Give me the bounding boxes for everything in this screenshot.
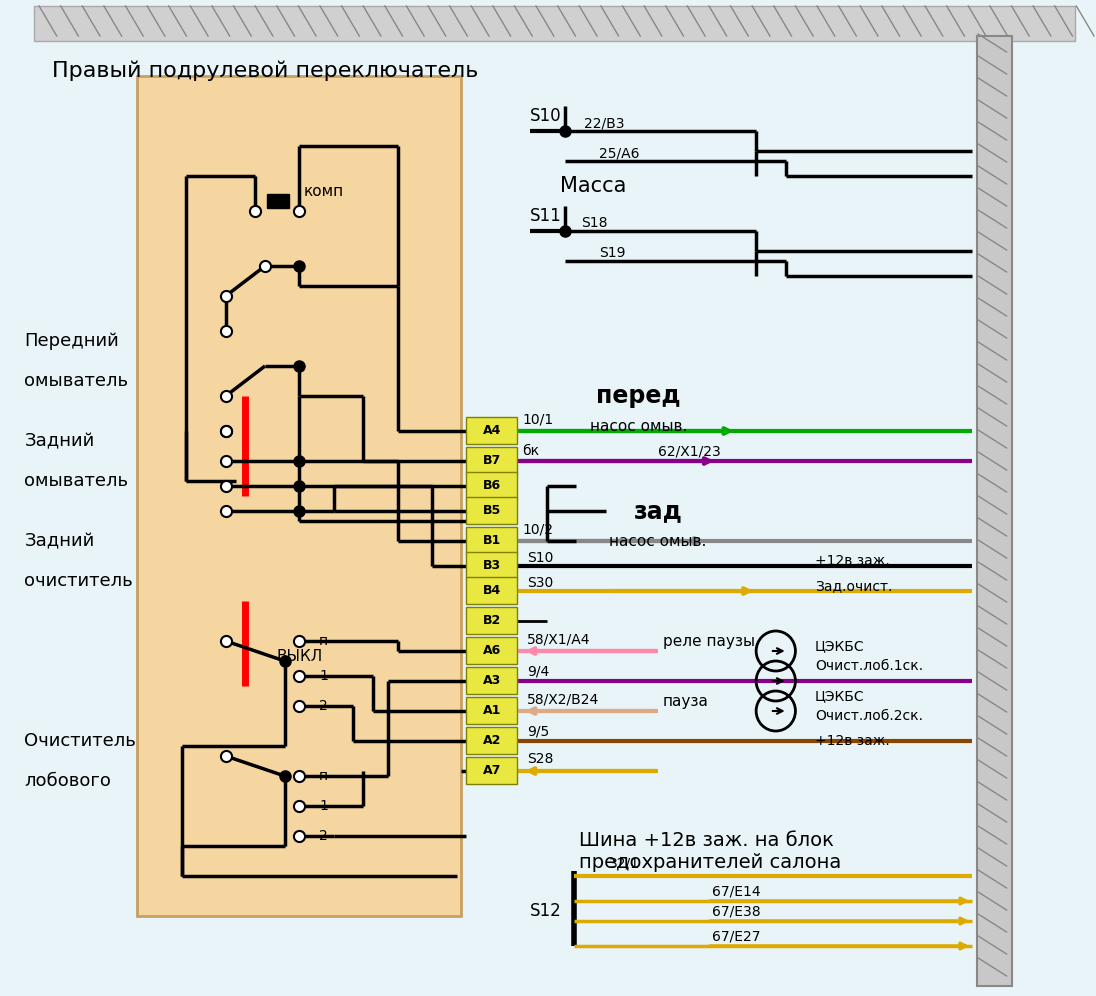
FancyBboxPatch shape <box>467 417 517 444</box>
Text: S18: S18 <box>581 216 608 230</box>
FancyBboxPatch shape <box>467 697 517 724</box>
Text: Задний: Задний <box>24 532 94 550</box>
FancyBboxPatch shape <box>467 607 517 634</box>
Text: Зад.очист.: Зад.очист. <box>815 579 892 593</box>
Text: лобового: лобового <box>24 772 111 790</box>
Text: B4: B4 <box>482 584 501 597</box>
Text: 9/4: 9/4 <box>527 664 549 678</box>
Text: S19: S19 <box>600 246 626 260</box>
FancyBboxPatch shape <box>467 497 517 524</box>
Text: Передний: Передний <box>24 332 119 350</box>
FancyBboxPatch shape <box>467 667 517 694</box>
FancyBboxPatch shape <box>978 36 1012 986</box>
Text: Очиститель: Очиститель <box>24 732 136 750</box>
Text: S12: S12 <box>530 902 562 920</box>
Text: 10/1: 10/1 <box>523 412 553 426</box>
Text: 2: 2 <box>319 829 328 843</box>
Text: п: п <box>319 634 328 648</box>
Text: A1: A1 <box>482 704 501 717</box>
FancyBboxPatch shape <box>467 472 517 499</box>
Text: B6: B6 <box>483 479 501 492</box>
Text: перед: перед <box>596 384 681 408</box>
Text: Очист.лоб.1ск.: Очист.лоб.1ск. <box>815 659 923 673</box>
Text: S28: S28 <box>527 752 553 766</box>
Text: зад: зад <box>633 499 683 523</box>
Text: 9/5: 9/5 <box>527 724 549 738</box>
Text: A2: A2 <box>482 734 501 747</box>
Text: 25/A6: 25/A6 <box>600 146 639 160</box>
Text: пауза: пауза <box>663 693 709 708</box>
FancyBboxPatch shape <box>137 76 461 916</box>
Text: S10: S10 <box>530 107 562 125</box>
FancyBboxPatch shape <box>467 552 517 579</box>
Text: S11: S11 <box>530 207 562 225</box>
Text: B1: B1 <box>482 534 501 547</box>
FancyBboxPatch shape <box>467 757 517 784</box>
FancyBboxPatch shape <box>467 447 517 474</box>
FancyBboxPatch shape <box>467 637 517 664</box>
Text: ЦЭКБС: ЦЭКБС <box>815 689 865 703</box>
Text: B5: B5 <box>482 504 501 517</box>
Text: 62/Х1/23: 62/Х1/23 <box>658 444 721 458</box>
Text: Шина +12в заж. на блок
предохранителей салона: Шина +12в заж. на блок предохранителей с… <box>580 831 842 872</box>
Text: B7: B7 <box>482 454 501 467</box>
Text: A4: A4 <box>482 424 501 437</box>
Text: 22/B3: 22/B3 <box>584 116 625 130</box>
FancyBboxPatch shape <box>34 6 1075 41</box>
FancyBboxPatch shape <box>267 194 288 208</box>
Text: Задний: Задний <box>24 432 94 450</box>
Text: комп: комп <box>304 183 344 198</box>
Text: 58/Х1/А4: 58/Х1/А4 <box>527 632 591 646</box>
Text: B2: B2 <box>482 614 501 627</box>
FancyBboxPatch shape <box>467 727 517 754</box>
Text: A3: A3 <box>482 674 501 687</box>
Text: омыватель: омыватель <box>24 472 128 490</box>
Text: Очист.лоб.2ск.: Очист.лоб.2ск. <box>815 709 923 723</box>
Text: насос омыв.: насос омыв. <box>590 418 687 433</box>
Text: B3: B3 <box>483 559 501 572</box>
Text: насос омыв.: насос омыв. <box>609 534 707 549</box>
Text: бк: бк <box>523 444 539 458</box>
Text: Правый подрулевой переключатель: Правый подрулевой переключатель <box>52 61 478 82</box>
Text: S30: S30 <box>527 576 553 590</box>
Text: 58/Х2/В24: 58/Х2/В24 <box>527 692 600 706</box>
Text: 67/E38: 67/E38 <box>712 904 761 918</box>
Text: 2: 2 <box>319 699 328 713</box>
Text: ВЫКЛ: ВЫКЛ <box>276 648 322 663</box>
Text: 1: 1 <box>319 669 328 683</box>
Text: +12в заж.: +12в заж. <box>815 734 890 748</box>
Text: ЦЭКБС: ЦЭКБС <box>815 639 865 653</box>
Text: 67/E14: 67/E14 <box>712 884 761 898</box>
Text: 1: 1 <box>319 799 328 813</box>
Text: Масса: Масса <box>560 176 626 196</box>
Text: +12в заж.: +12в заж. <box>815 554 890 568</box>
Text: A6: A6 <box>482 644 501 657</box>
Text: S10: S10 <box>527 551 553 565</box>
Text: омыватель: омыватель <box>24 372 128 390</box>
Text: реле паузы: реле паузы <box>663 633 755 648</box>
FancyBboxPatch shape <box>467 527 517 554</box>
Text: п: п <box>319 769 328 783</box>
Text: A7: A7 <box>482 764 501 777</box>
Text: 32/1: 32/1 <box>608 856 640 870</box>
FancyBboxPatch shape <box>467 577 517 604</box>
Text: очиститель: очиститель <box>24 572 133 590</box>
Text: 10/2: 10/2 <box>523 522 553 536</box>
Text: 67/E27: 67/E27 <box>712 929 761 943</box>
